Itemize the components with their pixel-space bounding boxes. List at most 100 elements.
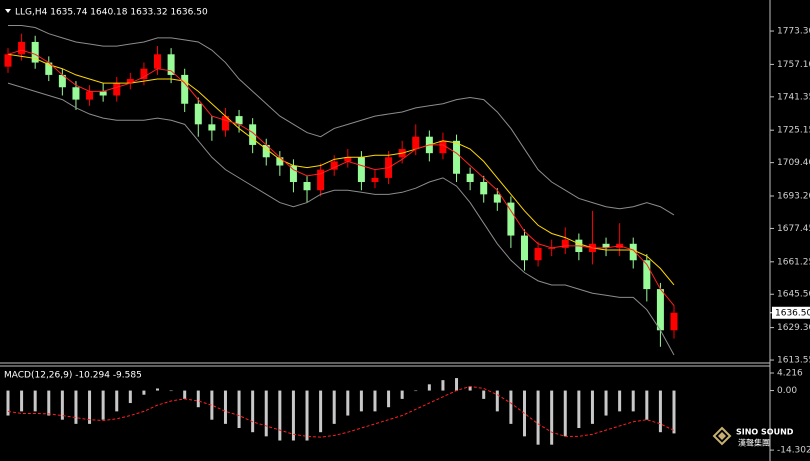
candle-body [520, 235, 528, 261]
y-tick-label: 1661.25 [777, 257, 810, 267]
logo: SINO SOUND 漢聲集團 [712, 426, 794, 448]
histogram-bar [33, 390, 37, 412]
histogram-bar [495, 390, 499, 412]
candle-body [99, 91, 107, 96]
menu-arrow [5, 9, 11, 13]
candle-body [534, 247, 542, 261]
candle-body [31, 41, 39, 63]
candle-body [154, 54, 162, 69]
histogram-bar [482, 390, 486, 399]
header: LLG,H4 1635.74 1640.18 1633.32 1636.50 [15, 8, 208, 18]
candle-body [208, 124, 216, 131]
candle-body [412, 136, 420, 150]
logo-icon [718, 432, 726, 440]
histogram-bar [196, 390, 200, 408]
candle-body [344, 157, 352, 162]
candle-body [4, 54, 12, 67]
histogram-bar [563, 390, 567, 437]
y-tick-label: 1629.30 [777, 323, 810, 333]
histogram-bar [346, 390, 350, 416]
histogram-bar [20, 390, 24, 412]
histogram-bar [60, 390, 64, 420]
histogram-bar [88, 390, 92, 424]
candle-body [317, 169, 325, 191]
histogram-bar [427, 384, 431, 391]
candle-body [181, 74, 189, 104]
y-tick-label: 1645.50 [777, 290, 810, 300]
candle-body [276, 157, 284, 166]
indicator-line [8, 24, 675, 216]
candle-body [357, 157, 365, 182]
candle-body [235, 116, 243, 125]
histogram-bar [305, 390, 309, 441]
candle-body [194, 103, 202, 125]
candle-body [480, 182, 488, 195]
histogram-bar [115, 390, 119, 412]
histogram-bar [658, 390, 662, 433]
candle-body [629, 243, 637, 261]
candle-body [561, 239, 569, 248]
histogram-bar [400, 390, 404, 399]
histogram-bar [6, 390, 10, 416]
candle-body [453, 140, 461, 174]
y-tick-label: 0.00 [777, 386, 797, 396]
indicator-line [7, 49, 675, 306]
histogram-bar [142, 390, 146, 395]
candle-body [439, 140, 447, 154]
histogram-bar [156, 388, 160, 391]
histogram-bar [645, 390, 649, 420]
candle-body [371, 177, 379, 182]
candle-body [289, 165, 297, 182]
logo-chinese: 漢聲集團 [738, 438, 770, 448]
y-tick-label: 1693.20 [777, 192, 810, 202]
candle-body [45, 62, 53, 75]
y-tick-label: 1773.30 [777, 27, 810, 37]
histogram-bar [47, 390, 51, 416]
histogram-bar [169, 390, 173, 392]
histogram-bar [468, 386, 472, 391]
candle-body [303, 182, 311, 191]
histogram-bar [183, 390, 187, 399]
candle-body [656, 289, 664, 331]
histogram-bar [550, 390, 554, 445]
y-tick-label: 1725.15 [777, 126, 810, 136]
histogram-bar [577, 390, 581, 429]
y-tick-label: 1613.55 [777, 356, 810, 366]
indicator-line [7, 82, 675, 356]
indicator-line [7, 385, 675, 438]
y-tick-label: 1709.40 [777, 158, 810, 168]
candle-body [466, 173, 474, 182]
histogram-bar [604, 390, 608, 416]
histogram-bar [414, 390, 418, 392]
histogram-bar [359, 390, 363, 412]
candle-body [140, 68, 148, 80]
histogram-bar [536, 390, 540, 445]
histogram-bar [509, 390, 513, 424]
candle-body [18, 41, 26, 55]
macd-title: MACD(12,26,9) -10.294 -9.585 [4, 371, 142, 381]
histogram-bar [223, 390, 227, 424]
candle-body [113, 83, 121, 96]
y-tick-label: 1677.45 [777, 224, 810, 234]
candle-body [643, 260, 651, 290]
histogram-bar [101, 390, 105, 420]
histogram-bar [291, 390, 295, 441]
histogram-bar [210, 390, 214, 420]
histogram-bar [278, 390, 282, 441]
logo-name: SINO SOUND [736, 428, 794, 437]
histogram-bar [590, 390, 594, 424]
histogram-bar [672, 390, 676, 434]
candle-body [167, 54, 175, 75]
candle-body [86, 91, 94, 100]
logo-icon [712, 426, 732, 446]
histogram-bar [618, 390, 622, 412]
candle-body [493, 194, 501, 203]
y-tick-label: 1741.35 [777, 92, 810, 102]
candle-body [249, 124, 257, 145]
candle-body [221, 116, 229, 131]
y-tick-label: -14.302 [777, 446, 810, 456]
histogram-bar [264, 390, 268, 437]
